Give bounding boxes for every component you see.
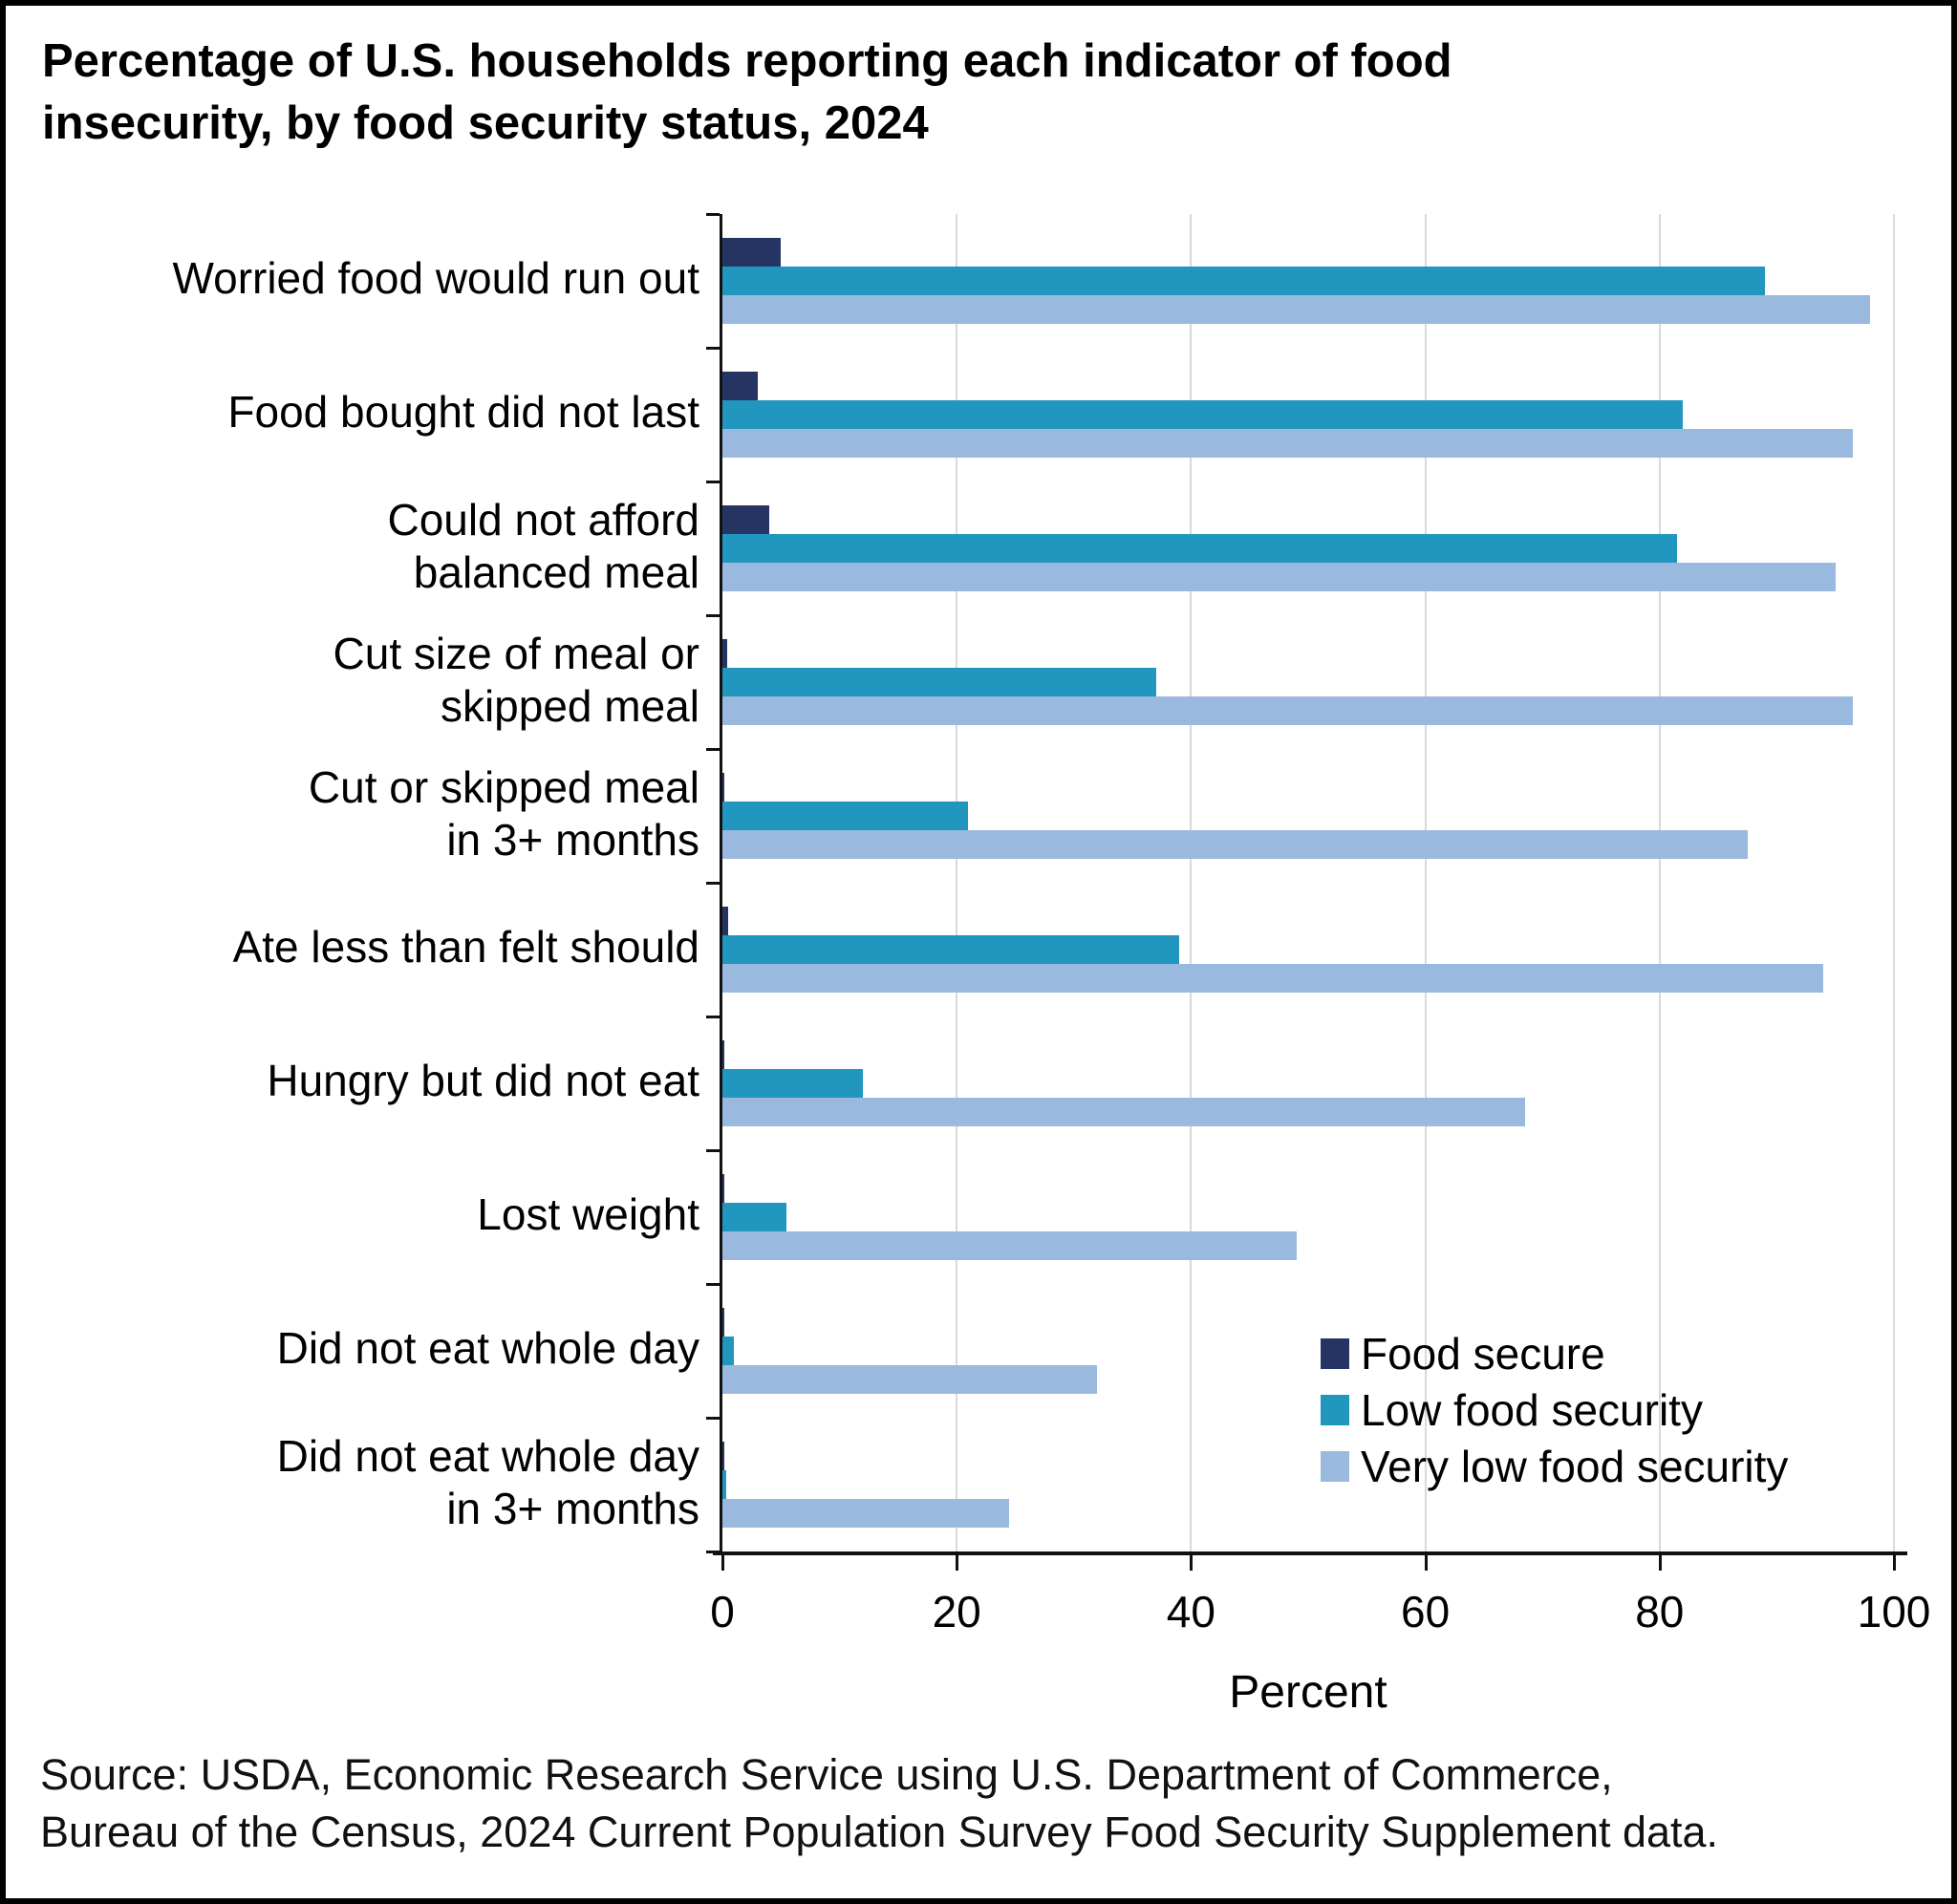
plot-area: 0 20 40 60 80 100 Percent Food secure Low food… [706,213,1930,1718]
y-tick-0 [706,213,720,216]
category-label-2: Could not afford balanced meal [387,494,700,597]
legend-label-low_food_security: Low food security [1361,1385,1703,1435]
y-tick-9 [706,1417,720,1420]
bar-low_food_security-cat8 [722,1337,735,1365]
bar-food_secure-cat3 [722,639,727,668]
x-tick-0 [721,1555,724,1571]
bar-very_low_food_security-cat7 [722,1231,1297,1260]
bar-low_food_security-cat4 [722,802,969,830]
y-tick-7 [706,1149,720,1152]
x-tick-100 [1893,1555,1896,1571]
x-tick-label-40: 40 [1166,1587,1215,1637]
x-tick-20 [956,1555,959,1571]
bar-very_low_food_security-cat3 [722,696,1854,725]
bar-food_secure-cat2 [722,505,770,534]
x-axis-title: Percent [1229,1667,1387,1718]
source-note: Source: USDA, Economic Research Service … [40,1750,1719,1856]
x-tick-40 [1190,1555,1194,1571]
legend-item-food_secure: Food secure [1321,1329,1605,1379]
category-label-9: Did not eat whole day in 3+ months [276,1430,699,1533]
legend-item-very_low_food_security: Very low food security [1321,1442,1789,1491]
category-label-1: Food bought did not last [227,387,699,438]
legend-label-very_low_food_security: Very low food security [1361,1442,1789,1491]
y-tick-8 [706,1283,720,1286]
x-tick-label-0: 0 [710,1587,735,1637]
bar-food_secure-cat9 [722,1442,724,1470]
bar-low_food_security-cat2 [722,534,1678,563]
bar-very_low_food_security-cat9 [722,1499,1010,1528]
bar-very_low_food_security-cat6 [722,1098,1525,1126]
bar-low_food_security-cat9 [722,1470,726,1499]
bar-food_secure-cat8 [722,1308,724,1337]
x-axis-line [713,1551,1907,1555]
legend-label-food_secure: Food secure [1361,1329,1605,1379]
bar-food_secure-cat5 [722,907,729,935]
y-tick-10 [706,1551,720,1553]
category-label-4: Cut or skipped meal in 3+ months [308,761,699,865]
legend-swatch-very_low_food_security [1321,1451,1349,1482]
bar-food_secure-cat0 [722,238,782,267]
gridline-x-80 [1658,214,1661,1551]
y-axis-line [720,214,722,1555]
bar-food_secure-cat6 [722,1040,725,1069]
x-tick-80 [1658,1555,1662,1571]
bar-very_low_food_security-cat8 [722,1365,1098,1394]
gridline-x-40 [1190,214,1193,1551]
category-label-5: Ate less than felt should [232,922,699,973]
bar-food_secure-cat1 [722,372,758,400]
bar-low_food_security-cat5 [722,935,1180,964]
category-label-3: Cut size of meal or skipped meal [333,628,699,731]
y-tick-6 [706,1016,720,1018]
y-tick-4 [706,748,720,751]
category-label-6: Hungry but did not eat [267,1056,699,1106]
bar-low_food_security-cat1 [722,400,1684,429]
y-tick-2 [706,481,720,483]
gridline-x-20 [956,214,958,1551]
category-label-0: Worried food would run out [172,253,699,304]
x-tick-label-60: 60 [1401,1587,1451,1637]
y-tick-5 [706,882,720,885]
y-tick-1 [706,347,720,350]
bar-food_secure-cat4 [722,773,725,802]
legend-item-low_food_security: Low food security [1321,1385,1703,1435]
y-tick-3 [706,614,720,617]
gridline-x-100 [1893,214,1895,1551]
bar-very_low_food_security-cat1 [722,429,1854,458]
bar-very_low_food_security-cat2 [722,563,1836,591]
x-tick-60 [1424,1555,1428,1571]
bar-very_low_food_security-cat4 [722,830,1748,859]
category-label-7: Lost weight [477,1189,699,1240]
legend-swatch-low_food_security [1321,1395,1349,1425]
category-label-8: Did not eat whole day [276,1323,699,1374]
bar-low_food_security-cat6 [722,1069,864,1098]
x-tick-label-100: 100 [1857,1587,1931,1637]
chart-title: Percentage of U.S. households reporting … [42,35,1452,149]
gridline-x-60 [1424,214,1427,1551]
bar-low_food_security-cat7 [722,1203,787,1231]
x-tick-label-20: 20 [932,1587,981,1637]
x-tick-label-80: 80 [1635,1587,1685,1637]
bar-food_secure-cat7 [722,1174,724,1203]
bar-low_food_security-cat0 [722,267,1766,295]
bar-very_low_food_security-cat0 [722,295,1871,324]
legend-swatch-food_secure [1321,1338,1349,1369]
bar-low_food_security-cat3 [722,668,1156,696]
bar-very_low_food_security-cat5 [722,964,1824,993]
